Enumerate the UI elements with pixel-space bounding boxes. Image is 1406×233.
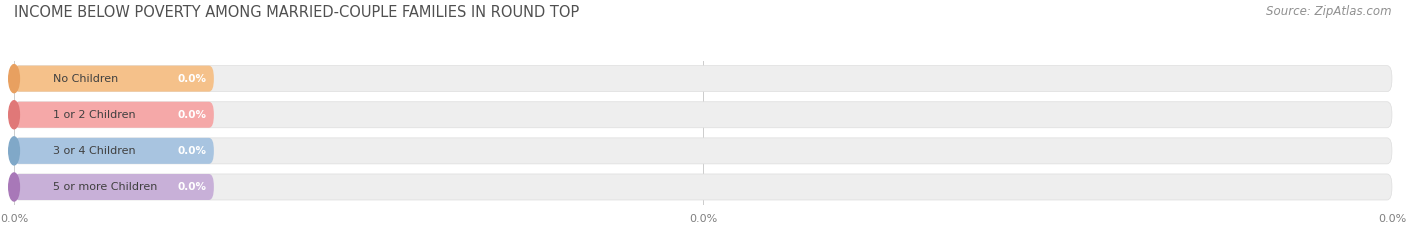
FancyBboxPatch shape [14, 174, 1392, 200]
Text: Source: ZipAtlas.com: Source: ZipAtlas.com [1267, 5, 1392, 18]
Text: 0.0%: 0.0% [1378, 214, 1406, 224]
Text: No Children: No Children [52, 74, 118, 84]
Text: 1 or 2 Children: 1 or 2 Children [52, 110, 135, 120]
Circle shape [8, 173, 20, 201]
Text: 3 or 4 Children: 3 or 4 Children [52, 146, 135, 156]
FancyBboxPatch shape [14, 102, 214, 128]
Circle shape [8, 137, 20, 165]
Text: 0.0%: 0.0% [179, 146, 207, 156]
Circle shape [8, 101, 20, 129]
Text: 0.0%: 0.0% [179, 110, 207, 120]
Text: 0.0%: 0.0% [179, 182, 207, 192]
FancyBboxPatch shape [14, 66, 1392, 92]
FancyBboxPatch shape [14, 102, 1392, 128]
Circle shape [8, 65, 20, 93]
FancyBboxPatch shape [14, 138, 1392, 164]
Text: 0.0%: 0.0% [689, 214, 717, 224]
Text: INCOME BELOW POVERTY AMONG MARRIED-COUPLE FAMILIES IN ROUND TOP: INCOME BELOW POVERTY AMONG MARRIED-COUPL… [14, 5, 579, 20]
Text: 0.0%: 0.0% [179, 74, 207, 84]
FancyBboxPatch shape [14, 174, 214, 200]
Text: 5 or more Children: 5 or more Children [52, 182, 157, 192]
Text: 0.0%: 0.0% [0, 214, 28, 224]
FancyBboxPatch shape [14, 138, 214, 164]
FancyBboxPatch shape [14, 66, 214, 92]
